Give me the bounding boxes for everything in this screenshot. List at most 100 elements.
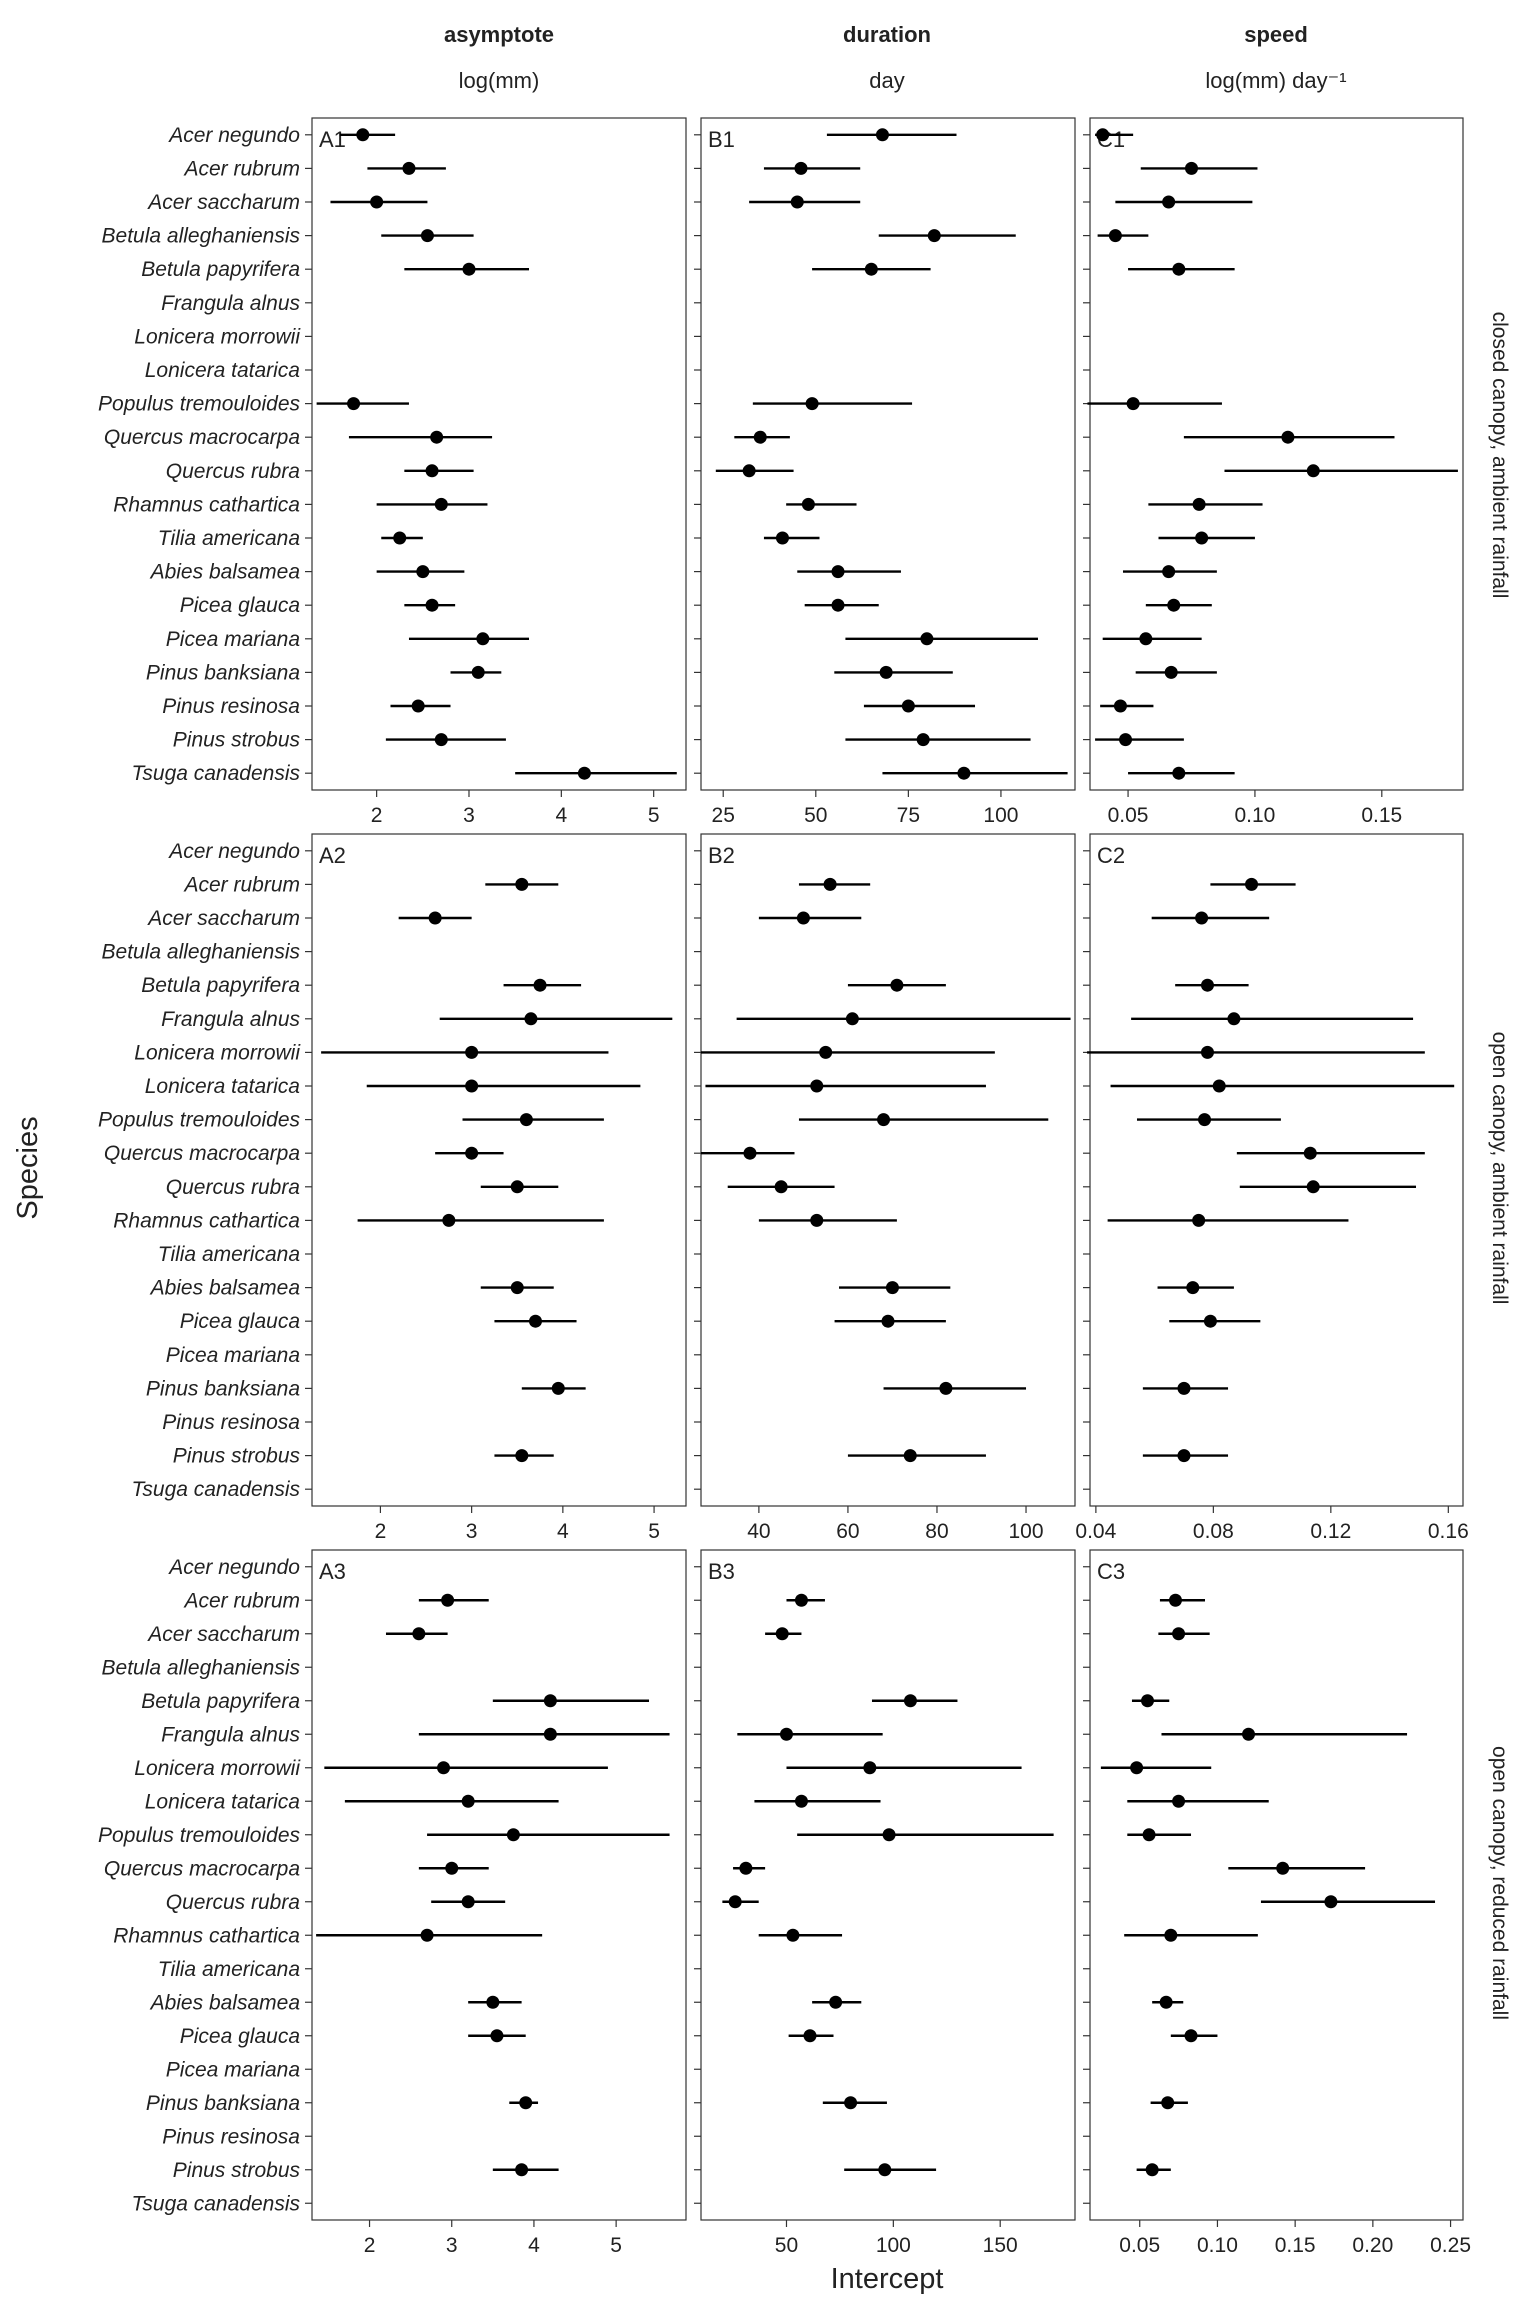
estimate-point (1096, 128, 1110, 142)
estimate-point (1227, 1012, 1241, 1026)
estimate-point (1139, 632, 1153, 646)
species-label: Betula papyrifera (141, 1690, 300, 1713)
estimate-point (524, 1012, 538, 1026)
estimate-point (1184, 161, 1198, 175)
species-label: Acer saccharum (146, 1623, 300, 1646)
panel-label-a1: A1 (319, 127, 346, 152)
estimate-point (445, 1861, 459, 1875)
x-tick-label: 25 (712, 804, 735, 827)
x-axis-title: Intercept (831, 2263, 944, 2295)
estimate-point (779, 1727, 793, 1741)
estimate-point (845, 1012, 859, 1026)
x-tick-label: 2 (375, 1520, 387, 1543)
estimate-point (1172, 1627, 1186, 1641)
panel-c1: C10.05 0.10 0.15 (1083, 117, 1464, 827)
estimate-point (1212, 1079, 1226, 1093)
estimate-point (551, 1381, 565, 1395)
estimate-point (441, 1593, 455, 1607)
panel-a2: A2 2 3 4 5 Acer negundo Acer rubrum Acer saccha… (98, 833, 687, 1543)
species-label: Acer rubrum (182, 157, 300, 180)
species-label: Betula alleghaniensis (102, 1656, 301, 1679)
species-label: Pinus banksiana (146, 1377, 300, 1400)
estimate-point (753, 430, 767, 444)
estimate-point (1119, 733, 1133, 747)
estimate-point (801, 497, 815, 511)
x-tick-label: 0.12 (1310, 1520, 1351, 1543)
species-label: Tilia americana (158, 1243, 300, 1266)
estimate-point (864, 262, 878, 276)
species-label: Lonicera tatarica (145, 1075, 300, 1098)
estimate-point (490, 2029, 504, 2043)
column-unit-duration: day (869, 68, 904, 93)
species-label: Lonicera tatarica (145, 359, 300, 382)
column-title-duration: duration (843, 22, 931, 47)
estimate-point (1172, 262, 1186, 276)
estimate-point (543, 1727, 557, 1741)
species-label: Tsuga canadensis (131, 762, 300, 785)
species-label: Picea mariana (166, 2058, 300, 2081)
estimate-point (810, 1213, 824, 1227)
species-label: Betula alleghaniensis (102, 941, 301, 964)
species-label: Pinus banksiana (146, 661, 300, 684)
estimate-point (434, 497, 448, 511)
estimate-point (1200, 978, 1214, 992)
species-label: Betula papyrifera (141, 258, 300, 281)
estimate-point (831, 565, 845, 579)
y-axis-title: Species (12, 1116, 44, 1219)
estimate-point (1172, 766, 1186, 780)
estimate-point (916, 733, 930, 747)
estimate-point (903, 1449, 917, 1463)
estimate-point (823, 877, 837, 891)
estimate-point (863, 1761, 877, 1775)
species-label: Abies balsamea (149, 1991, 300, 2014)
species-label: Lonicera tatarica (145, 1790, 300, 1813)
x-tick-label: 60 (836, 1520, 859, 1543)
species-label: Tilia americana (158, 1958, 300, 1981)
estimate-point (927, 229, 941, 243)
estimate-point (1113, 699, 1127, 713)
plot-layer: A1 2 3 4 5 Acer negundo Acer rubrum Acer saccha… (98, 117, 1471, 2257)
x-tick-label: 50 (804, 804, 827, 827)
species-label: Acer rubrum (182, 873, 300, 896)
panel-frame-b2 (700, 833, 1076, 1507)
estimate-point (465, 1146, 479, 1160)
estimate-point (786, 1928, 800, 1942)
panel-label-c3: C3 (1097, 1559, 1125, 1584)
estimate-point (1161, 2096, 1175, 2110)
x-tick-label: 0.16 (1428, 1520, 1469, 1543)
x-tick-label: 0.10 (1234, 804, 1275, 827)
estimate-point (510, 1281, 524, 1295)
species-label: Picea glauca (180, 2025, 300, 2048)
panel-b3: B3 50 100 150 (694, 1549, 1076, 2257)
x-tick-label: 0.05 (1119, 2234, 1160, 2257)
estimate-point (1242, 1727, 1256, 1741)
estimate-point (1162, 565, 1176, 579)
species-label: Populus tremouloides (98, 1824, 300, 1847)
species-label: Picea glauca (180, 1310, 300, 1333)
species-label: Frangula alnus (161, 1008, 300, 1031)
estimate-point (879, 665, 893, 679)
estimate-point (1203, 1314, 1217, 1328)
species-label: Betula alleghaniensis (102, 225, 301, 248)
panel-label-a3: A3 (319, 1559, 346, 1584)
estimate-point (1184, 2029, 1198, 2043)
species-label: Acer negundo (167, 840, 300, 863)
x-tick-label: 0.08 (1193, 1520, 1234, 1543)
estimate-point (728, 1895, 742, 1909)
x-tick-label: 3 (463, 804, 475, 827)
panel-label-a2: A2 (319, 843, 346, 868)
estimate-point (1141, 1694, 1155, 1708)
species-label: Acer saccharum (146, 191, 300, 214)
species-label: Pinus resinosa (162, 1411, 300, 1434)
estimate-point (515, 1449, 529, 1463)
panel-frame-c3 (1089, 1549, 1464, 2221)
row-strip-open-ambient: open canopy, ambient rainfall (1488, 1032, 1511, 1305)
estimate-point (1200, 1045, 1214, 1059)
estimate-point (1177, 1449, 1191, 1463)
estimate-point (1108, 229, 1122, 243)
species-label: Lonicera morrowii (134, 1757, 301, 1780)
species-label: Acer negundo (167, 1556, 300, 1579)
estimate-point (1303, 1146, 1317, 1160)
estimate-point (920, 632, 934, 646)
